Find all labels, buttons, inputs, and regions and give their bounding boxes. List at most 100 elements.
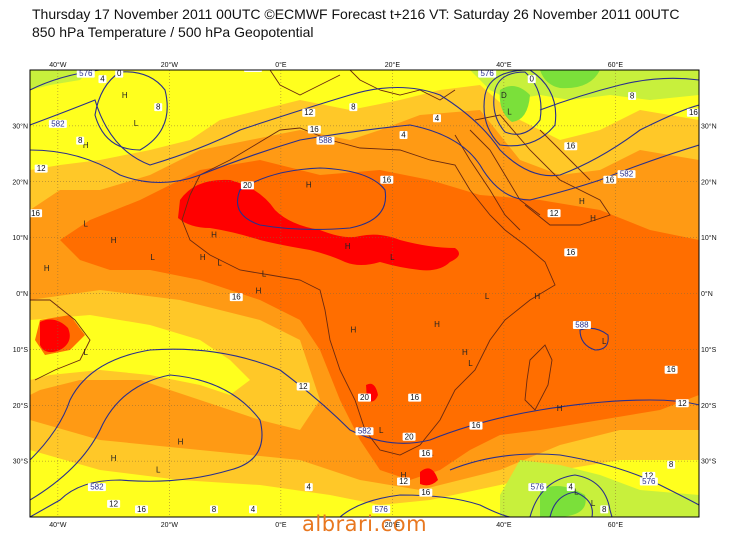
contour-label-box bbox=[600, 505, 609, 514]
contour-label-text: 8 bbox=[630, 91, 635, 100]
contour-label-box bbox=[667, 460, 676, 469]
lat-tick-label-right: 10°S bbox=[701, 346, 717, 354]
contour-label-box bbox=[478, 70, 497, 78]
contour-label: 582 bbox=[617, 170, 636, 179]
lat-tick-label-right: 20°S bbox=[701, 402, 717, 410]
contour-label: 576 bbox=[244, 64, 262, 73]
contour-label-text: 16 bbox=[137, 505, 146, 514]
pressure-symbol: L bbox=[150, 253, 155, 262]
contour-label: 582 bbox=[355, 427, 374, 436]
contour-label-text: 20 bbox=[243, 181, 252, 190]
contour-label: 20 bbox=[358, 393, 371, 402]
contour-label-text: 4 bbox=[401, 131, 406, 140]
pressure-symbol: H bbox=[350, 326, 356, 335]
contour-label-text: 0 bbox=[117, 69, 122, 78]
pressure-symbol: H bbox=[211, 231, 217, 240]
contour-label-text: 576 bbox=[375, 505, 389, 514]
contour-label-text: 582 bbox=[90, 483, 104, 492]
contour-label-text: 582 bbox=[620, 170, 634, 179]
contour-label-box bbox=[240, 181, 254, 190]
contour-label: 4 bbox=[249, 505, 257, 514]
contour-label: 20 bbox=[240, 181, 254, 190]
contour-label-box bbox=[249, 505, 257, 514]
contour-label-text: 16 bbox=[232, 293, 241, 302]
contour-label-box bbox=[432, 114, 441, 123]
contour-label-box bbox=[419, 488, 433, 497]
contour-label: 0 bbox=[527, 75, 536, 84]
map-frame bbox=[29, 69, 700, 518]
shade-cold-green bbox=[499, 70, 600, 517]
pressure-symbol: L bbox=[262, 270, 267, 279]
contour-label: 12 bbox=[397, 477, 411, 486]
contour-label-box bbox=[7, 327, 20, 335]
contour-label-text: 4 bbox=[569, 483, 574, 492]
contour-label-text: 12 bbox=[109, 499, 118, 508]
contour-label-box bbox=[135, 505, 148, 514]
forecast-title: Thursday 17 November 2011 00UTC ©ECMWF F… bbox=[32, 6, 680, 22]
lat-tick-label-left: 0°N bbox=[16, 290, 28, 298]
contour-label-box bbox=[316, 136, 335, 145]
pressure-symbols: HLHLHHLHHLHLHHLHHHLHHHLHLHLHLLDLLLHL bbox=[44, 91, 607, 508]
contour-label-text: 16 bbox=[9, 326, 18, 335]
contour-label-text: 576 bbox=[246, 64, 260, 73]
contour-label: 16 bbox=[419, 449, 433, 458]
contour-588-south bbox=[30, 348, 699, 461]
contour-label: 16 bbox=[419, 488, 433, 497]
pressure-symbol: H bbox=[83, 141, 89, 150]
contour-label-box bbox=[358, 393, 371, 402]
contour-label-box bbox=[154, 103, 163, 112]
contour-label-text: 16 bbox=[421, 449, 430, 458]
contour-588-high bbox=[236, 167, 387, 230]
contour-582-north bbox=[30, 86, 699, 177]
pressure-symbol: L bbox=[507, 108, 512, 117]
contour-label-text: 16 bbox=[472, 421, 481, 430]
contour-label-text: 8 bbox=[602, 505, 607, 514]
contour-label-text: 12 bbox=[299, 382, 308, 391]
pressure-symbol: H bbox=[111, 236, 117, 245]
contour-label-box bbox=[98, 75, 107, 84]
contour-582-east bbox=[539, 77, 699, 111]
contour-label-text: 8 bbox=[78, 136, 83, 145]
contour-label-box bbox=[209, 505, 218, 514]
contour-label-text: 12 bbox=[399, 477, 408, 486]
lat-tick-label-right: 10°N bbox=[701, 234, 717, 242]
contour-label: 16 bbox=[686, 108, 699, 117]
temperature-field: HLHLHHLHHLHLHHLHHHLHHHLHLHLHLLDLLLHL 128… bbox=[7, 64, 699, 517]
contour-label-box bbox=[302, 108, 316, 117]
contour-label: 4 bbox=[566, 483, 575, 492]
contour-label: 12 bbox=[34, 164, 48, 173]
contour-570-low-ne bbox=[483, 70, 557, 147]
lat-tick-label-left: 10°N bbox=[12, 234, 28, 242]
south-america-coastline bbox=[30, 299, 91, 381]
contour-label: 16 bbox=[229, 293, 243, 302]
pressure-symbol: H bbox=[401, 471, 407, 480]
contour-label: 0 bbox=[115, 69, 124, 78]
pressure-symbol: H bbox=[200, 253, 206, 262]
contour-label-box bbox=[304, 483, 313, 492]
contour-label-text: 12 bbox=[644, 471, 653, 480]
pressure-symbol: L bbox=[134, 119, 139, 128]
lon-tick-label-top: 40°E bbox=[496, 61, 512, 69]
pressure-symbol: L bbox=[156, 465, 161, 474]
europe-coastline bbox=[269, 70, 456, 101]
pressure-symbol: H bbox=[111, 454, 117, 463]
contour-label: 12 bbox=[296, 382, 310, 391]
axis-labels: 40°W 40°W 20°W 20°W 0°E 0°E 20°E 20°E 40°E 40°E 60… bbox=[12, 61, 716, 529]
contour-582-south bbox=[30, 374, 263, 517]
contour-label: 16 bbox=[564, 142, 578, 151]
contour-label: 8 bbox=[667, 460, 676, 469]
contour-label: 582 bbox=[48, 119, 67, 128]
pressure-symbol: H bbox=[306, 180, 312, 189]
lon-tick-label-bottom: 60°E bbox=[608, 521, 624, 529]
contour-labels: 1284085825761657612165888441620576081616… bbox=[7, 64, 699, 514]
contour-label: 12 bbox=[302, 108, 316, 117]
contour-label: 16 bbox=[603, 175, 617, 184]
contour-label-text: 8 bbox=[669, 460, 674, 469]
pressure-symbol: L bbox=[485, 292, 490, 301]
contour-label: 588 bbox=[316, 136, 335, 145]
lon-tick-label-top: 20°E bbox=[385, 61, 401, 69]
lat-tick-label-right: 0°N bbox=[701, 290, 713, 298]
contour-label-box bbox=[107, 499, 121, 508]
africa-coastline bbox=[181, 127, 556, 456]
lat-tick-label-right: 30°S bbox=[701, 458, 717, 466]
